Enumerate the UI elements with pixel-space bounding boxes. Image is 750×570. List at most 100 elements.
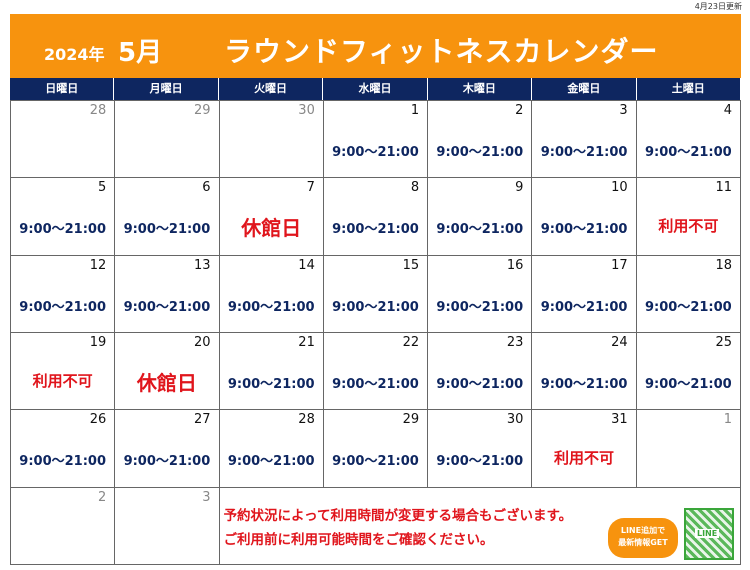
weekday-label: 日曜日 xyxy=(10,78,115,100)
day-number: 28 xyxy=(89,103,107,118)
day-number: 13 xyxy=(194,257,211,273)
opening-hours: 9:00～21:00 xyxy=(227,299,315,315)
day-number: 30 xyxy=(298,103,315,118)
opening-hours: 9:00～21:00 xyxy=(332,454,419,470)
opening-hours: 9:00～21:00 xyxy=(644,377,732,392)
calendar-grid: 28 29 30 1 9:00～21:00 2 9:00～21:00 3 9:00～21:00 4… xyxy=(10,100,741,565)
day-cell: 1 xyxy=(636,410,741,488)
day-number: 1 xyxy=(410,103,420,118)
day-cell: 2 9:00～21:00 xyxy=(428,101,533,179)
opening-hours: 9:00～21:00 xyxy=(332,222,419,238)
day-number: 3 xyxy=(202,489,211,505)
opening-hours: 9:00～21:00 xyxy=(123,454,211,470)
unavailable-label: 利用不可 xyxy=(554,449,615,468)
day-number: 28 xyxy=(298,412,315,428)
day-number: 26 xyxy=(89,412,107,428)
bubble-line-2: 最新情報GET xyxy=(618,537,668,547)
weekday-label: 木曜日 xyxy=(428,78,533,100)
day-number: 2 xyxy=(515,103,524,118)
day-cell: 24 9:00～21:00 xyxy=(532,333,637,411)
opening-hours: 9:00～21:00 xyxy=(540,222,628,238)
day-cell: 2 xyxy=(11,487,116,565)
day-cell: 29 xyxy=(115,101,220,179)
day-number: 10 xyxy=(611,180,628,196)
day-number: 30 xyxy=(506,412,524,428)
day-cell: 29 9:00～21:00 xyxy=(323,410,429,488)
day-cell: 18 9:00～21:00 xyxy=(636,255,741,333)
opening-hours: 9:00～21:00 xyxy=(436,377,524,392)
opening-hours: 9:00～21:00 xyxy=(436,145,524,160)
closed-day-label: 休館日 xyxy=(136,371,197,395)
day-number: 21 xyxy=(298,335,315,350)
day-cell: 17 9:00～21:00 xyxy=(532,255,637,333)
opening-hours: 9:00～21:00 xyxy=(540,377,628,392)
day-number: 11 xyxy=(715,180,732,196)
day-cell: 28 xyxy=(11,101,116,179)
day-number: 9 xyxy=(515,180,524,196)
day-cell: 26 9:00～21:00 xyxy=(11,410,116,488)
opening-hours: 9:00～21:00 xyxy=(644,299,732,315)
day-cell: 14 9:00～21:00 xyxy=(219,255,324,333)
weekday-label: 金曜日 xyxy=(532,78,637,100)
day-number: 3 xyxy=(619,103,628,118)
day-number: 18 xyxy=(715,257,732,273)
day-cell: 30 xyxy=(219,101,324,179)
banner-year: 2024年 xyxy=(44,45,105,64)
opening-hours: 9:00～21:00 xyxy=(19,454,106,470)
day-number: 15 xyxy=(402,257,420,273)
day-cell: 28 9:00～21:00 xyxy=(219,410,324,488)
day-cell: 1 9:00～21:00 xyxy=(323,101,429,179)
notice-line-2: ご利用前に利用可能時間をご確認ください。 xyxy=(223,531,494,548)
day-number: 19 xyxy=(89,335,107,350)
day-number: 7 xyxy=(306,180,315,196)
day-number: 25 xyxy=(715,335,732,350)
day-cell: 27 9:00～21:00 xyxy=(115,410,220,488)
day-cell: 23 9:00～21:00 xyxy=(428,333,533,411)
bubble-line-1: LINE追加で xyxy=(620,525,666,535)
opening-hours: 9:00～21:00 xyxy=(540,145,628,160)
weekday-label: 水曜日 xyxy=(323,78,428,100)
day-cell: 4 9:00～21:00 xyxy=(636,101,741,179)
unavailable-label: 利用不可 xyxy=(658,217,719,236)
opening-hours: 9:00～21:00 xyxy=(332,145,419,160)
day-number: 6 xyxy=(202,180,211,196)
day-number: 31 xyxy=(611,412,628,428)
day-number: 29 xyxy=(194,103,211,118)
opening-hours: 9:00～21:00 xyxy=(123,222,211,238)
calendar-banner: 2024年 5月 ラウンドフィットネスカレンダー xyxy=(10,14,741,78)
day-cell: 5 9:00～21:00 xyxy=(11,178,116,256)
day-number: 1 xyxy=(723,412,732,428)
day-cell: 13 9:00～21:00 xyxy=(115,255,220,333)
day-number: 12 xyxy=(89,257,107,273)
day-number: 16 xyxy=(506,257,524,273)
day-cell: 12 9:00～21:00 xyxy=(11,255,116,333)
day-cell: 20 休館日 xyxy=(115,333,220,411)
day-number: 5 xyxy=(98,180,107,196)
day-cell: 8 9:00～21:00 xyxy=(323,178,429,256)
day-number: 23 xyxy=(506,335,524,350)
day-cell: 11 利用不可 xyxy=(636,178,741,256)
weekday-label: 土曜日 xyxy=(637,78,741,100)
opening-hours: 9:00～21:00 xyxy=(644,145,732,160)
day-cell: 25 9:00～21:00 xyxy=(636,333,741,411)
closed-day-label: 休館日 xyxy=(241,216,302,241)
day-number: 17 xyxy=(611,257,628,273)
opening-hours: 9:00～21:00 xyxy=(436,222,524,238)
opening-hours: 9:00～21:00 xyxy=(227,377,315,392)
day-cell: 16 9:00～21:00 xyxy=(428,255,533,333)
day-cell: 3 xyxy=(115,487,220,565)
day-cell: 7 休館日 xyxy=(219,178,324,256)
day-number: 24 xyxy=(611,335,628,350)
opening-hours: 9:00～21:00 xyxy=(332,299,419,315)
day-number: 20 xyxy=(194,335,211,350)
updated-date: 4月23日更新 xyxy=(694,2,742,11)
line-qr-code[interactable]: LINE xyxy=(683,507,734,560)
day-number: 29 xyxy=(402,412,420,428)
opening-hours: 9:00～21:00 xyxy=(227,454,315,470)
opening-hours: 9:00～21:00 xyxy=(123,299,211,315)
day-cell: 19 利用不可 xyxy=(11,333,116,411)
day-cell: 31 利用不可 xyxy=(532,410,637,488)
day-cell: 15 9:00～21:00 xyxy=(323,255,429,333)
day-cell: 3 9:00～21:00 xyxy=(532,101,637,179)
day-cell: 6 9:00～21:00 xyxy=(115,178,220,256)
